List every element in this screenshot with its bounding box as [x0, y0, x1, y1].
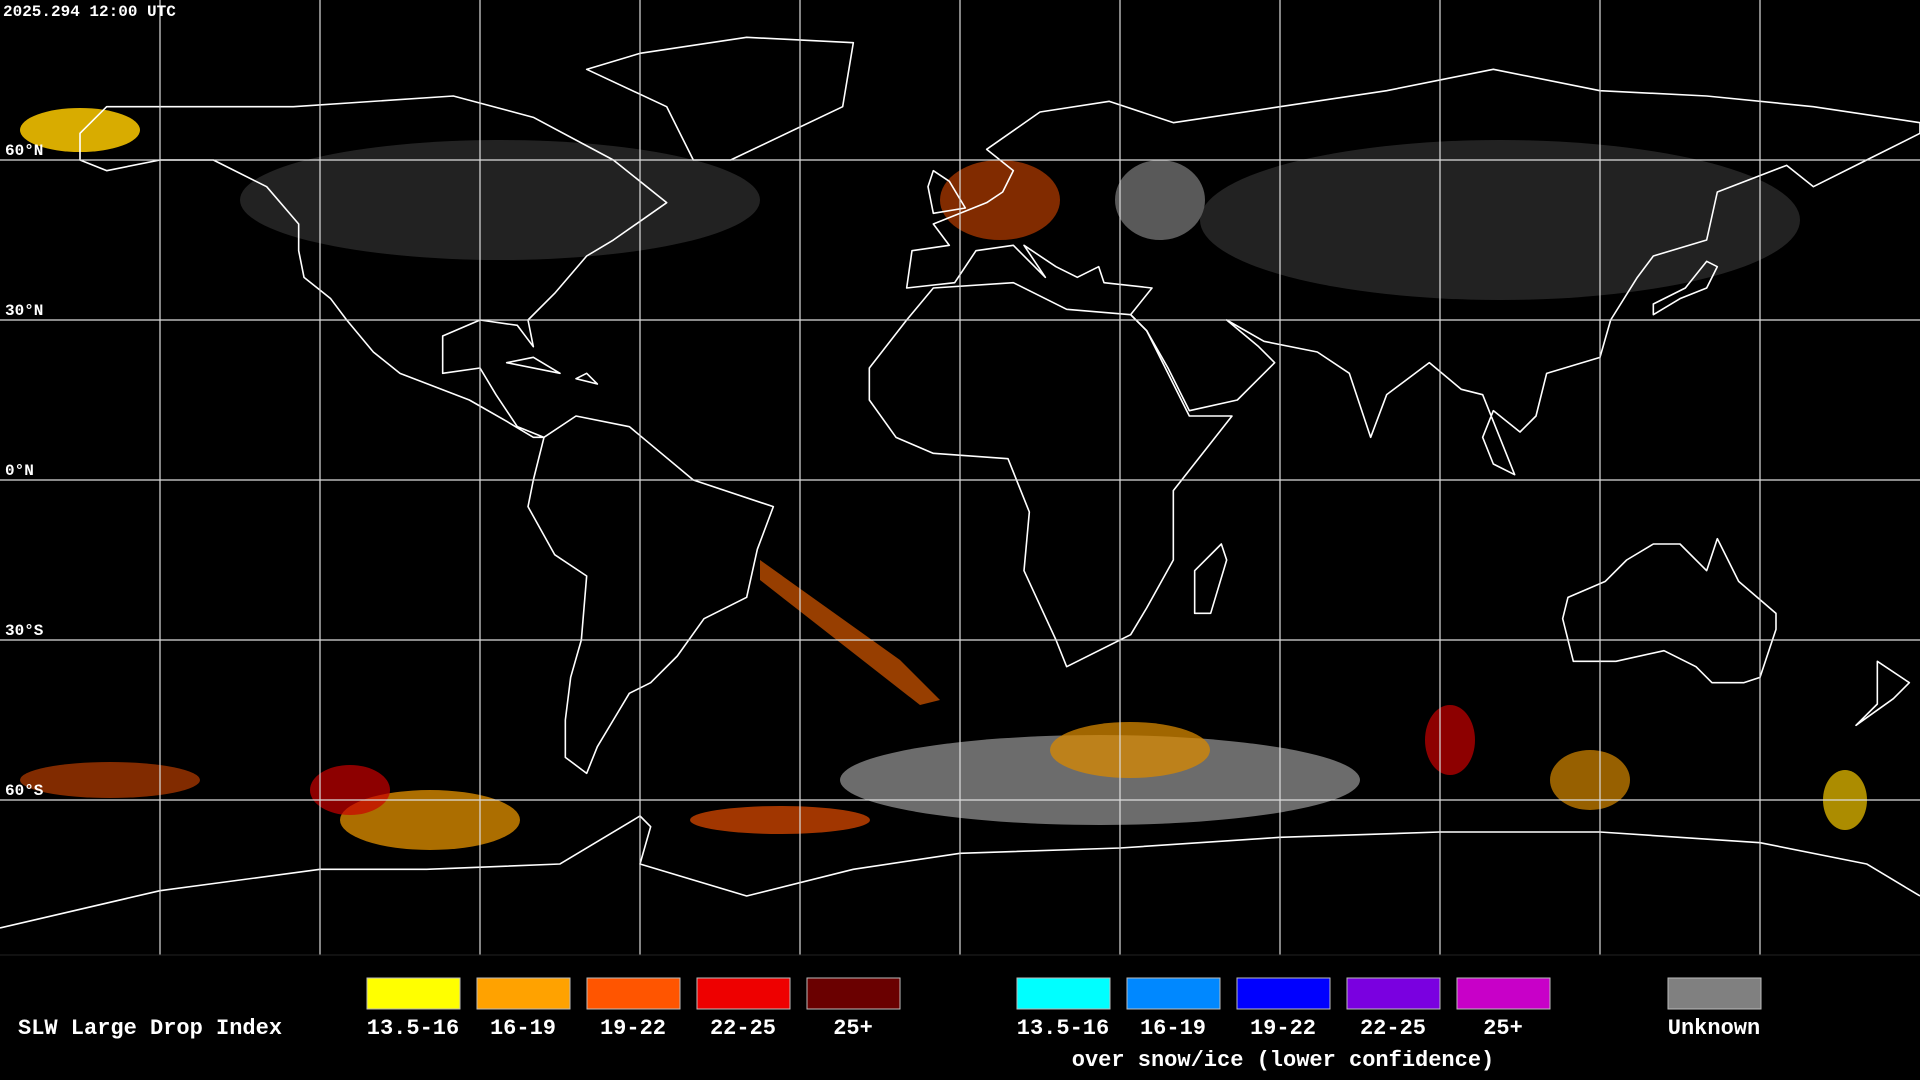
legend-label: 22-25 [1360, 1016, 1426, 1041]
legend-swatch [586, 977, 681, 1010]
cloud-patch [1200, 140, 1800, 300]
cloud-patch [1550, 750, 1630, 810]
legend-swatch [696, 977, 791, 1010]
legend-label: 19-22 [1250, 1016, 1316, 1041]
legend-swatch [1126, 977, 1221, 1010]
latitude-label: 0°N [5, 462, 34, 480]
legend-label: 22-25 [710, 1016, 776, 1041]
cloud-patch [690, 806, 870, 834]
coastline [507, 357, 598, 384]
legend-label: 25+ [1483, 1016, 1523, 1041]
coastline [1653, 261, 1717, 314]
legend-panel [0, 955, 1920, 1080]
cloud-patch [240, 140, 760, 260]
snow-note: over snow/ice (lower confidence) [1072, 1048, 1494, 1073]
legend-swatch [1667, 977, 1762, 1010]
coastline [528, 416, 773, 773]
coastline [1563, 539, 1776, 683]
legend-swatch [476, 977, 571, 1010]
cloud-patch [940, 160, 1060, 240]
latitude-label: 30°N [5, 302, 43, 320]
legend-swatch [806, 977, 901, 1010]
cloud-patch [20, 108, 140, 152]
coastlines [0, 37, 1920, 928]
legend-label: 16-19 [490, 1016, 556, 1041]
coastline [1195, 544, 1227, 613]
cloud-patch [1050, 722, 1210, 778]
graticule: 60°N 30°N 0°N 30°S 60°S [0, 0, 1920, 955]
cloud-patch [840, 735, 1360, 825]
latitude-label: 60°S [5, 782, 44, 800]
legend-label: Unknown [1668, 1016, 1760, 1041]
legend-title: SLW Large Drop Index [18, 1016, 282, 1041]
cloud-patch [340, 790, 520, 850]
cloud-patch [1115, 160, 1205, 240]
latitude-label: 30°S [5, 622, 44, 640]
legend-swatch [1456, 977, 1551, 1010]
legend-swatch [1016, 977, 1111, 1010]
cloud-patch [20, 762, 200, 798]
legend-swatch [1236, 977, 1331, 1010]
legend-label: 19-22 [600, 1016, 666, 1041]
cloud-patch [310, 765, 390, 815]
legend-label: 13.5-16 [1017, 1016, 1109, 1041]
cloud-patch [1425, 705, 1475, 775]
coastline [1856, 661, 1909, 725]
cloud-patch [760, 560, 940, 705]
latitude-label: 60°N [5, 142, 43, 160]
legend-label: 16-19 [1140, 1016, 1206, 1041]
legend-label: 13.5-16 [367, 1016, 459, 1041]
coastline [907, 69, 1920, 474]
coastline [869, 283, 1232, 667]
legend-swatch [366, 977, 461, 1010]
timestamp: 2025.294 12:00 UTC [3, 3, 176, 21]
legend-swatch [1346, 977, 1441, 1010]
legend: 13.5-16 16-19 19-22 22-25 25+ 13.5-16 16-19 19-… [366, 977, 1762, 1041]
legend-label: 25+ [833, 1016, 873, 1041]
